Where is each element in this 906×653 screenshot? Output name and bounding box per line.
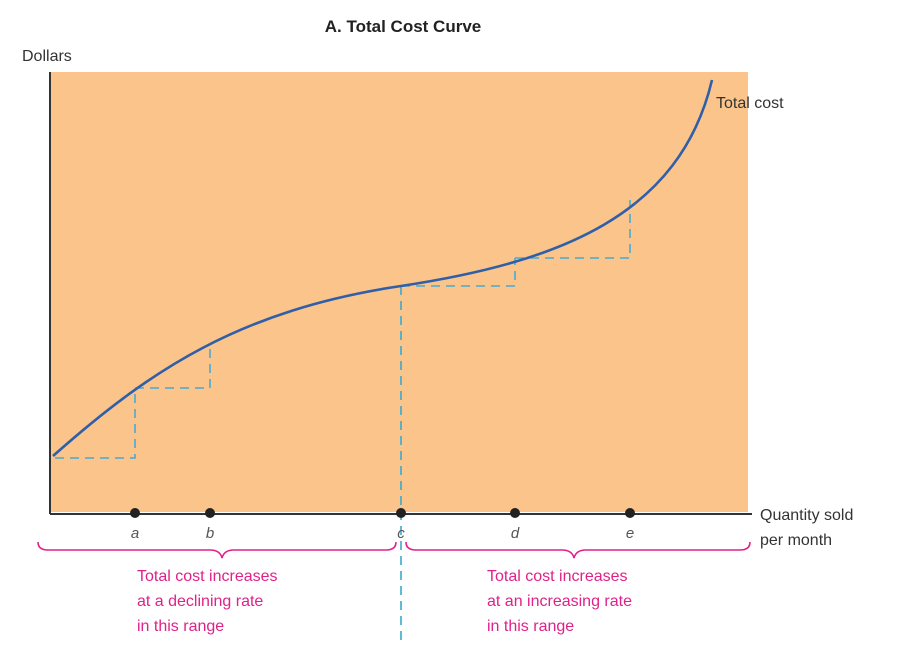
marker-e — [625, 508, 635, 518]
step-guide-start-to-a — [55, 388, 136, 459]
range-braces — [37, 541, 751, 559]
increasing-note-line-1: Total cost increases — [487, 568, 628, 585]
chart-title: A. Total Cost Curve — [325, 17, 481, 36]
plot-area — [50, 72, 748, 512]
marker-a — [130, 508, 140, 518]
marker-label-a: a — [131, 525, 139, 542]
marker-d — [510, 508, 520, 518]
marker-label-c: c — [397, 525, 405, 542]
declining-rate-note: Total cost increases at a declining rate… — [137, 568, 278, 635]
declining-note-line-1: Total cost increases — [137, 568, 278, 585]
marker-b — [205, 508, 215, 518]
quantity-markers — [130, 508, 635, 518]
x-axis-label-line-2: per month — [760, 532, 832, 549]
total-cost-curve — [52, 79, 714, 457]
increasing-rate-note: Total cost increases at an increasing ra… — [487, 568, 632, 635]
increasing-note-line-3: in this range — [487, 618, 574, 635]
marker-label-e: e — [626, 525, 634, 542]
y-axis-label: Dollars — [22, 48, 72, 65]
step-guide-c-to-d — [401, 258, 516, 287]
brace-declining-range — [37, 541, 397, 559]
step-guide-a-to-b — [135, 344, 211, 389]
brace-increasing-range — [405, 541, 751, 559]
x-axis-label-line-1: Quantity sold — [760, 507, 853, 524]
declining-note-line-3: in this range — [137, 618, 224, 635]
marker-c — [396, 508, 406, 518]
marker-label-b: b — [206, 525, 214, 542]
marker-label-d: d — [511, 525, 520, 542]
rate-step-guides — [55, 200, 631, 459]
increasing-note-line-2: at an increasing rate — [487, 593, 632, 610]
declining-note-line-2: at a declining rate — [137, 593, 263, 610]
step-guide-d-to-e — [515, 200, 631, 259]
total-cost-curve-label: Total cost — [716, 95, 784, 112]
